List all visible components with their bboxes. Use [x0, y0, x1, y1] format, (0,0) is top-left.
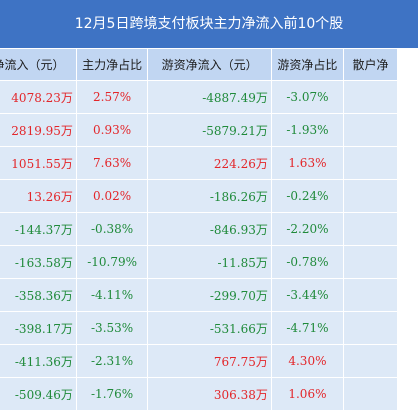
hot-money-inflow-cell: -186.26万 [147, 179, 272, 213]
retail-inflow-cell [342, 179, 399, 213]
table-row: -163.58万 -10.79% -11.85万 -0.78% [0, 245, 399, 279]
hot-money-inflow-cell: -11.85万 [147, 245, 272, 279]
retail-inflow-cell [342, 311, 399, 345]
fund-flow-table: 净流入（元） 主力净占比 游资净流入（元） 游资净占比 散户净 4078.23万… [0, 48, 399, 411]
hot-money-ratio-cell: 1.63% [270, 146, 344, 180]
table-row: 4078.23万 2.57% -4887.49万 -3.07% [0, 80, 399, 114]
main-ratio-cell: 7.63% [75, 146, 149, 180]
table-row: -411.36万 -2.31% 767.75万 4.30% [0, 344, 399, 378]
retail-inflow-cell [342, 146, 399, 180]
main-inflow-cell: -358.36万 [0, 278, 77, 312]
hot-money-inflow-cell: -5879.21万 [147, 113, 272, 147]
table-row: 1051.55万 7.63% 224.26万 1.63% [0, 146, 399, 180]
hot-money-inflow-cell: 306.38万 [147, 377, 272, 411]
table-row: -144.37万 -0.38% -846.93万 -2.20% [0, 212, 399, 246]
retail-inflow-cell [342, 245, 399, 279]
hot-money-inflow-cell: -531.66万 [147, 311, 272, 345]
hot-money-ratio-cell: -0.24% [270, 179, 344, 213]
header-main-inflow: 净流入（元） [0, 48, 77, 81]
table-row: -358.36万 -4.11% -299.70万 -3.44% [0, 278, 399, 312]
main-ratio-cell: 0.02% [75, 179, 149, 213]
table-row: -398.17万 -3.53% -531.66万 -4.71% [0, 311, 399, 345]
hot-money-inflow-cell: 224.26万 [147, 146, 272, 180]
header-hot-money-ratio: 游资净占比 [270, 48, 344, 81]
main-ratio-cell: 2.57% [75, 80, 149, 114]
main-ratio-cell: -4.11% [75, 278, 149, 312]
header-hot-money-inflow: 游资净流入（元） [147, 48, 272, 81]
hot-money-inflow-cell: -4887.49万 [147, 80, 272, 114]
retail-inflow-cell [342, 80, 399, 114]
retail-inflow-cell [342, 278, 399, 312]
header-row: 净流入（元） 主力净占比 游资净流入（元） 游资净占比 散户净 [0, 48, 399, 81]
main-ratio-cell: -2.31% [75, 344, 149, 378]
main-ratio-cell: -1.76% [75, 377, 149, 411]
main-inflow-cell: -509.46万 [0, 377, 77, 411]
hot-money-ratio-cell: -0.78% [270, 245, 344, 279]
table-row: -509.46万 -1.76% 306.38万 1.06% [0, 377, 399, 411]
hot-money-ratio-cell: 4.30% [270, 344, 344, 378]
main-inflow-cell: -163.58万 [0, 245, 77, 279]
main-inflow-cell: 2819.95万 [0, 113, 77, 147]
retail-inflow-cell [342, 212, 399, 246]
table-title: 12月5日跨境支付板块主力净流入前10个股 [0, 0, 418, 48]
hot-money-ratio-cell: -1.93% [270, 113, 344, 147]
main-ratio-cell: -10.79% [75, 245, 149, 279]
retail-inflow-cell [342, 344, 399, 378]
retail-inflow-cell [342, 377, 399, 411]
hot-money-ratio-cell: -4.71% [270, 311, 344, 345]
hot-money-inflow-cell: -846.93万 [147, 212, 272, 246]
hot-money-ratio-cell: 1.06% [270, 377, 344, 411]
hot-money-ratio-cell: -3.44% [270, 278, 344, 312]
hot-money-ratio-cell: -3.07% [270, 80, 344, 114]
main-inflow-cell: 1051.55万 [0, 146, 77, 180]
main-ratio-cell: -3.53% [75, 311, 149, 345]
main-inflow-cell: -398.17万 [0, 311, 77, 345]
header-retail-inflow: 散户净 [342, 48, 399, 81]
main-ratio-cell: -0.38% [75, 212, 149, 246]
header-main-ratio: 主力净占比 [75, 48, 149, 81]
hot-money-ratio-cell: -2.20% [270, 212, 344, 246]
main-inflow-cell: -144.37万 [0, 212, 77, 246]
table-row: 13.26万 0.02% -186.26万 -0.24% [0, 179, 399, 213]
hot-money-inflow-cell: -299.70万 [147, 278, 272, 312]
main-inflow-cell: -411.36万 [0, 344, 77, 378]
retail-inflow-cell [342, 113, 399, 147]
main-inflow-cell: 4078.23万 [0, 80, 77, 114]
table-row: 2819.95万 0.93% -5879.21万 -1.93% [0, 113, 399, 147]
hot-money-inflow-cell: 767.75万 [147, 344, 272, 378]
main-ratio-cell: 0.93% [75, 113, 149, 147]
main-inflow-cell: 13.26万 [0, 179, 77, 213]
